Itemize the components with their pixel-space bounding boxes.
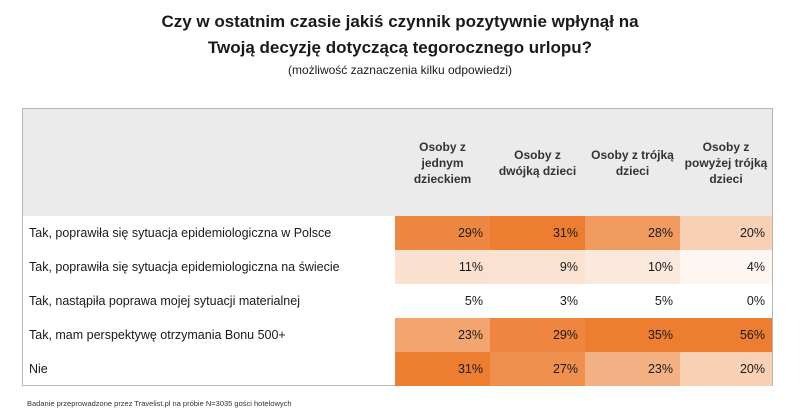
value-cell: 11% — [395, 250, 490, 284]
column-header-label: Osoby z powyżej trójką dzieci — [684, 139, 768, 186]
column-header-one-child: Osoby z jednym dzieckiem — [395, 109, 490, 216]
table-row: Nie 31% 27% 23% 20% — [23, 352, 772, 386]
column-header-more-than-three-children: Osoby z powyżej trójką dzieci — [680, 109, 772, 216]
value-cell: 29% — [490, 318, 585, 352]
value-cell: 20% — [680, 352, 772, 386]
heatmap-table: Osoby z jednym dzieckiem Osoby z dwójką … — [22, 108, 773, 386]
value-cell: 31% — [490, 216, 585, 250]
value-cell: 29% — [395, 216, 490, 250]
row-label: Tak, mam perspektywę otrzymania Bonu 500… — [29, 328, 286, 342]
value-cell: 56% — [680, 318, 772, 352]
row-label: Tak, poprawiła się sytuacja epidemiologi… — [29, 226, 332, 240]
value-cell: 10% — [585, 250, 680, 284]
chart-title-line-2: Twoją decyzję dotyczącą tegorocznego url… — [207, 38, 593, 57]
value-cell: 20% — [680, 216, 772, 250]
value-cell: 5% — [585, 284, 680, 318]
value-cell: 9% — [490, 250, 585, 284]
value-cell: 4% — [680, 250, 772, 284]
column-header-label: Osoby z trójką dzieci — [591, 147, 674, 178]
value-cell: 31% — [395, 352, 490, 386]
footnote: Badanie przeprowadzone przez Travelist.p… — [27, 399, 292, 408]
value-cell: 28% — [585, 216, 680, 250]
value-cell: 0% — [680, 284, 772, 318]
chart-subtitle: (możliwość zaznaczenia kilku odpowiedzi) — [287, 63, 513, 77]
table-row: Tak, poprawiła się sytuacja epidemiologi… — [23, 250, 772, 284]
column-header-label: Osoby z dwójką dzieci — [498, 147, 577, 178]
row-label: Tak, nastąpiła poprawa mojej sytuacji ma… — [29, 294, 300, 308]
chart-title-line-1: Czy w ostatnim czasie jakiś czynnik pozy… — [161, 12, 639, 31]
table-row: Tak, nastąpiła poprawa mojej sytuacji ma… — [23, 284, 772, 318]
table-row: Tak, poprawiła się sytuacja epidemiologi… — [23, 216, 772, 250]
row-label: Tak, poprawiła się sytuacja epidemiologi… — [29, 260, 340, 274]
column-header-three-children: Osoby z trójką dzieci — [585, 109, 680, 216]
value-cell: 3% — [490, 284, 585, 318]
table-header: Osoby z jednym dzieckiem Osoby z dwójką … — [23, 109, 772, 216]
value-cell: 5% — [395, 284, 490, 318]
value-cell: 27% — [490, 352, 585, 386]
value-cell: 35% — [585, 318, 680, 352]
row-label: Nie — [29, 362, 48, 376]
column-header-label: Osoby z jednym dzieckiem — [413, 139, 472, 186]
value-cell: 23% — [395, 318, 490, 352]
table-row: Tak, mam perspektywę otrzymania Bonu 500… — [23, 318, 772, 352]
column-header-two-children: Osoby z dwójką dzieci — [490, 109, 585, 216]
value-cell: 23% — [585, 352, 680, 386]
